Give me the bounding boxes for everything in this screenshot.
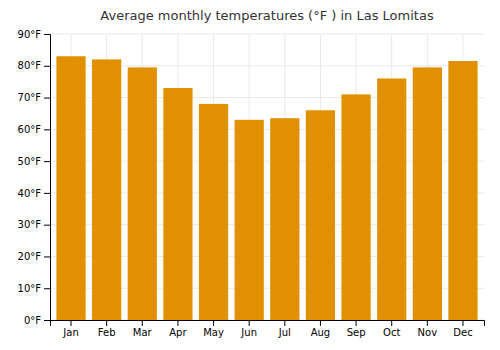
y-tick: 10°F xyxy=(18,283,50,294)
bar xyxy=(341,94,370,320)
tick-mark xyxy=(213,320,214,326)
y-tick-label: 90°F xyxy=(18,29,42,40)
tick-mark xyxy=(44,256,50,257)
bar xyxy=(413,67,442,320)
bar xyxy=(128,67,157,320)
bar xyxy=(235,120,264,320)
x-tick: Mar xyxy=(133,320,153,338)
x-tick-label: Aug xyxy=(311,327,331,338)
tick-mark xyxy=(44,288,50,289)
y-tick-label: 20°F xyxy=(18,251,42,262)
x-tick: Feb xyxy=(98,320,116,338)
y-tick-label: 50°F xyxy=(18,156,42,167)
tick-mark xyxy=(177,320,178,326)
y-tick-label: 70°F xyxy=(18,92,42,103)
tick-mark xyxy=(391,320,392,326)
y-tick-label: 0°F xyxy=(24,315,41,326)
tick-mark xyxy=(44,66,50,67)
y-tick-label: 30°F xyxy=(18,219,42,230)
x-tick-label: Feb xyxy=(98,327,116,338)
y-tick: 20°F xyxy=(18,251,50,262)
tick-mark xyxy=(71,320,72,326)
bar xyxy=(448,61,477,320)
axis-line xyxy=(44,35,51,321)
y-tick: 40°F xyxy=(18,188,50,199)
x-tick-label: Dec xyxy=(453,327,472,338)
title: Average monthly temperatures (°F ) in La… xyxy=(100,8,434,23)
x-tick: Sep xyxy=(347,320,366,338)
tick-mark xyxy=(44,225,50,226)
y-tick-label: 60°F xyxy=(18,124,42,135)
x-tick-label: May xyxy=(203,327,224,338)
grid xyxy=(50,34,484,320)
tick-mark xyxy=(142,320,143,326)
x-tick-label: Jul xyxy=(278,327,291,338)
x-tick-label: Mar xyxy=(133,327,153,338)
y-tick: 80°F xyxy=(18,60,50,71)
bars xyxy=(56,56,477,320)
tick-mark xyxy=(356,320,357,326)
tick-mark xyxy=(44,320,50,321)
y-axis: 0°F 10°F 20°F 30°F 40°F 50°F 60°F 70°F 80°F 90°F xyxy=(18,29,51,326)
x-tick: Aug xyxy=(311,320,331,338)
x-tick-label: Apr xyxy=(169,327,187,338)
bar xyxy=(163,88,192,320)
tick-mark xyxy=(427,320,428,326)
x-axis: Jan Feb Mar Apr May Jun Jul Aug Sep Oct Nov Dec xyxy=(51,320,485,338)
grid-line xyxy=(50,34,484,35)
y-tick-label: 40°F xyxy=(18,188,42,199)
tick-mark xyxy=(44,193,50,194)
bar xyxy=(306,110,335,320)
tick-mark xyxy=(44,129,50,130)
x-tick-label: Oct xyxy=(383,327,400,338)
x-tick: Nov xyxy=(418,320,438,338)
bar xyxy=(199,104,228,320)
x-tick: Jul xyxy=(278,320,291,338)
tick-mark xyxy=(284,320,285,326)
y-tick-label: 10°F xyxy=(18,283,42,294)
axis-line xyxy=(51,321,485,327)
x-tick-label: Jan xyxy=(62,327,78,338)
x-tick: May xyxy=(203,320,224,338)
plot-area: Jan Feb Mar Apr May Jun Jul Aug Sep Oct Nov Dec 0°F 1… xyxy=(18,29,485,338)
tick-mark xyxy=(106,320,107,326)
x-tick: Jun xyxy=(240,320,257,338)
tick-mark xyxy=(44,34,50,35)
y-tick: 50°F xyxy=(18,156,50,167)
x-tick-label: Nov xyxy=(418,327,438,338)
bar xyxy=(270,118,299,320)
x-tick: Apr xyxy=(169,320,187,338)
x-tick: Jan xyxy=(62,320,78,338)
x-tick-label: Jun xyxy=(240,327,257,338)
y-tick-label: 80°F xyxy=(18,60,42,71)
y-tick: 90°F xyxy=(18,29,50,40)
tick-mark xyxy=(462,320,463,326)
x-tick: Oct xyxy=(383,320,400,338)
bar xyxy=(56,56,85,320)
y-tick: 60°F xyxy=(18,124,50,135)
x-tick: Dec xyxy=(453,320,472,338)
tick-mark xyxy=(249,320,250,326)
chart: Jan Feb Mar Apr May Jun Jul Aug Sep Oct Nov Dec 0°F 1… xyxy=(0,0,500,350)
bar xyxy=(377,78,406,320)
tick-mark xyxy=(320,320,321,326)
y-tick: 30°F xyxy=(18,219,50,230)
tick-mark xyxy=(44,98,50,99)
y-tick: 0°F xyxy=(24,315,50,326)
tick-mark xyxy=(44,161,50,162)
bar xyxy=(92,59,121,320)
x-tick-label: Sep xyxy=(347,327,366,338)
y-tick: 70°F xyxy=(18,92,50,103)
